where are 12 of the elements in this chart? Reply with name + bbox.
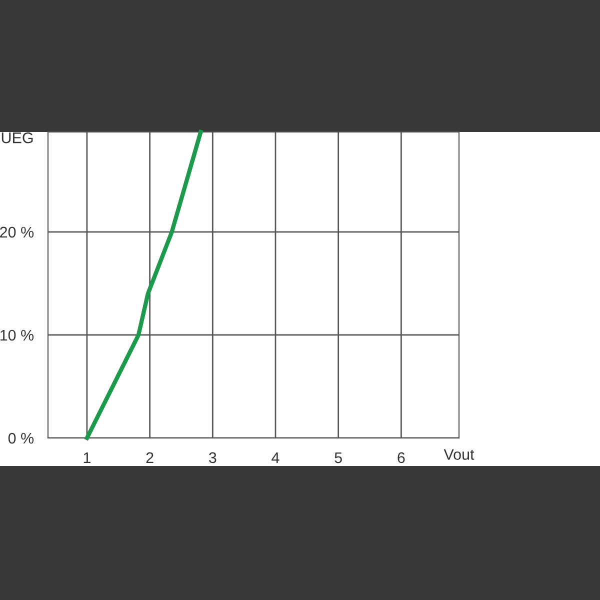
x-tick-label: 3 bbox=[208, 452, 216, 464]
x-tick-label: 4 bbox=[272, 452, 280, 463]
y-tick-label: 10 % bbox=[0, 330, 34, 341]
x-tick-label: 5 bbox=[334, 452, 342, 464]
x-tick-label: 2 bbox=[146, 452, 154, 463]
x-tick-label: 6 bbox=[398, 452, 405, 464]
y-tick-label: 20 % bbox=[0, 226, 34, 238]
x-axis-title: Vout bbox=[444, 449, 474, 460]
y-tick-label: 0 % bbox=[8, 432, 34, 444]
x-tick-label: 1 bbox=[84, 452, 90, 463]
line-series bbox=[84, 130, 203, 440]
y-axis-title: UEG bbox=[2, 132, 33, 144]
